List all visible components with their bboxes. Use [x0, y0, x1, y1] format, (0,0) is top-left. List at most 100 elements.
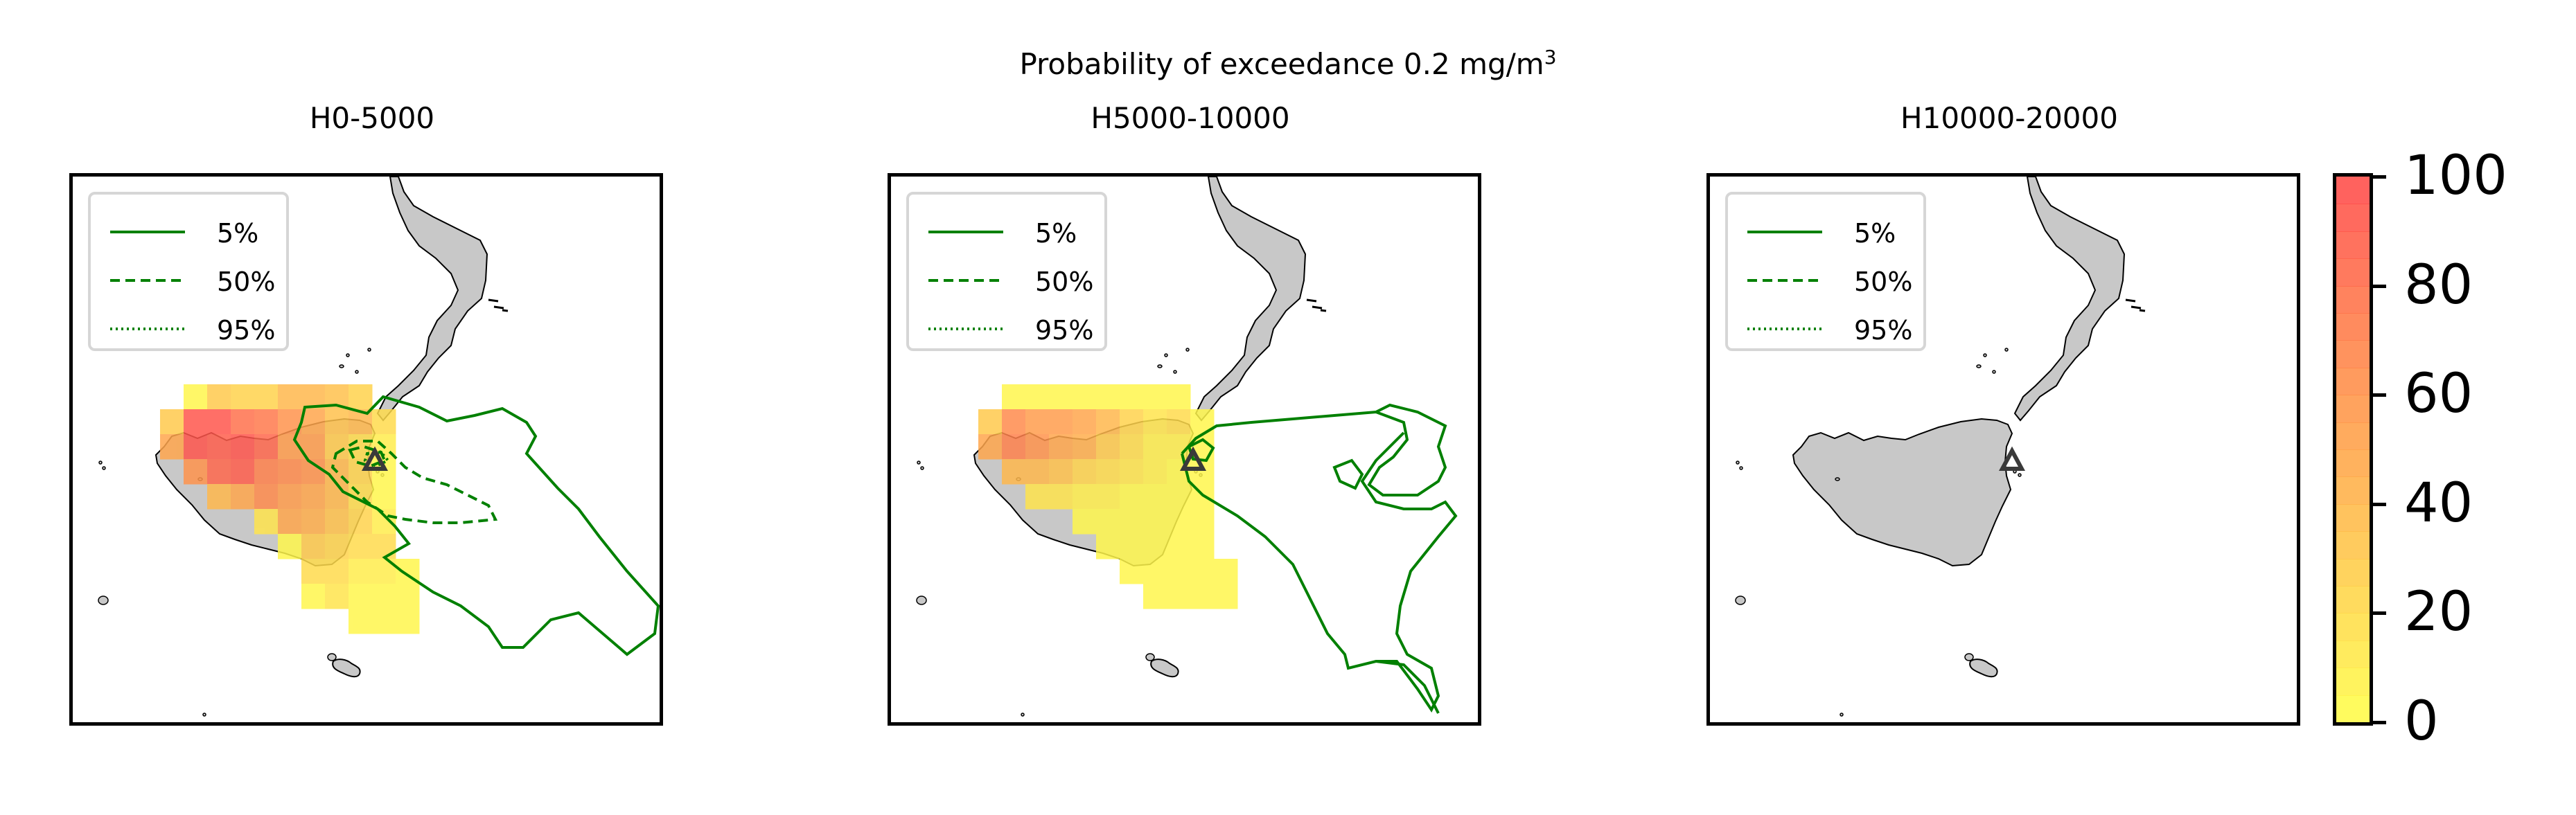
- legend-line-solid: [110, 231, 185, 233]
- contour-solid: [1181, 403, 1458, 713]
- probability-cell: [1073, 509, 1097, 535]
- small-island: [1992, 370, 1996, 374]
- small-island: [98, 595, 109, 605]
- probability-cell: [349, 534, 373, 559]
- map-svg: [98, 177, 660, 717]
- legend-line-dotted: [928, 328, 1003, 330]
- probability-cell: [1143, 459, 1167, 485]
- probability-cell: [1049, 484, 1073, 510]
- probability-cell: [1167, 584, 1191, 609]
- probability-cell: [1214, 559, 1238, 584]
- probability-cell: [978, 409, 1003, 435]
- map-panel-3: 5% 50% 95%: [1706, 173, 2300, 726]
- small-island: [1157, 364, 1163, 368]
- probability-cell: [325, 534, 349, 559]
- small-island: [1173, 370, 1177, 374]
- colorbar-segment: [2336, 531, 2370, 559]
- contour-solid: [1187, 438, 1215, 463]
- probability-cell: [1167, 409, 1191, 435]
- colorbar-tick: [2370, 611, 2386, 616]
- probability-cell: [1096, 434, 1120, 460]
- probability-cell: [301, 534, 326, 559]
- probability-cell: [207, 459, 231, 485]
- island-mark: [1320, 309, 1327, 312]
- probability-cell: [1025, 384, 1050, 410]
- probability-cell: [1049, 434, 1073, 460]
- probability-cell: [184, 434, 208, 460]
- small-island: [1185, 348, 1190, 352]
- probability-cell: [278, 459, 302, 485]
- probability-cell: [184, 384, 208, 410]
- legend-label: 5%: [1035, 218, 1077, 249]
- legend-label: 5%: [1854, 218, 1896, 249]
- probability-cell: [396, 609, 420, 634]
- panel-title-1: H0-5000: [309, 101, 435, 135]
- probability-cell: [254, 509, 279, 535]
- legend: 5% 50% 95%: [88, 192, 289, 351]
- probability-cell: [1167, 559, 1191, 584]
- small-island: [98, 460, 103, 465]
- legend: 5% 50% 95%: [1725, 192, 1926, 351]
- colorbar-segment: [2336, 476, 2370, 505]
- small-island: [917, 460, 921, 465]
- colorbar-tick: [2370, 284, 2386, 288]
- volcano-marker-icon: [1179, 446, 1207, 471]
- legend-line-dashed: [928, 279, 1003, 282]
- probability-cell: [1143, 534, 1167, 559]
- probability-cell: [325, 484, 349, 510]
- colorbar-tick-label: 40: [2404, 472, 2473, 535]
- contour-dashed: [330, 440, 498, 524]
- probability-cell: [1143, 384, 1167, 410]
- small-island: [327, 653, 337, 661]
- legend-line-dotted: [1747, 328, 1822, 330]
- small-island: [346, 353, 350, 357]
- probability-grid: [160, 384, 420, 634]
- map-svg: [1735, 177, 2146, 717]
- colorbar-segment: [2336, 313, 2370, 341]
- small-island: [2004, 348, 2009, 352]
- small-island: [1021, 713, 1025, 717]
- probability-cell: [301, 409, 326, 435]
- probability-cell: [1143, 559, 1167, 584]
- legend-line-dashed: [110, 279, 185, 282]
- small-island: [1983, 353, 1987, 357]
- probability-cell: [184, 459, 208, 485]
- colorbar-segment: [2336, 367, 2370, 396]
- probability-cell: [254, 484, 279, 510]
- probability-cell: [278, 534, 302, 559]
- probability-cell: [325, 409, 349, 435]
- colorbar-segment: [2336, 503, 2370, 532]
- island-mark: [2131, 305, 2142, 310]
- colorbar-tick: [2370, 175, 2386, 179]
- colorbar-tick-label: 0: [2404, 690, 2439, 753]
- probability-cell: [207, 434, 231, 460]
- probability-cell: [1167, 384, 1191, 410]
- colorbar-segment: [2336, 613, 2370, 641]
- probability-cell: [1143, 484, 1167, 510]
- probability-cell: [1214, 584, 1238, 609]
- probability-cell: [231, 384, 255, 410]
- legend-line-solid: [928, 231, 1003, 233]
- probability-cell: [254, 384, 279, 410]
- small-island: [920, 466, 924, 470]
- colorbar-segment: [2336, 177, 2370, 205]
- volcano-marker-icon: [1998, 446, 2026, 471]
- probability-cell: [1049, 384, 1073, 410]
- probability-cell: [1190, 559, 1215, 584]
- probability-cell: [1167, 534, 1191, 559]
- probability-cell: [1073, 484, 1097, 510]
- probability-cell: [301, 584, 326, 609]
- sicily-landmass: [1792, 418, 2013, 567]
- probability-cell: [1096, 534, 1120, 559]
- small-island: [1976, 364, 1982, 368]
- colorbar-tick: [2370, 721, 2386, 724]
- probability-cell: [1096, 509, 1120, 535]
- probability-cell: [349, 609, 373, 634]
- small-island: [1964, 653, 1974, 661]
- probability-cell: [207, 484, 231, 510]
- colorbar-segment: [2336, 204, 2370, 232]
- probability-cell: [325, 584, 349, 609]
- colorbar-segment: [2336, 395, 2370, 423]
- probability-cell: [1120, 534, 1144, 559]
- small-island: [916, 595, 927, 605]
